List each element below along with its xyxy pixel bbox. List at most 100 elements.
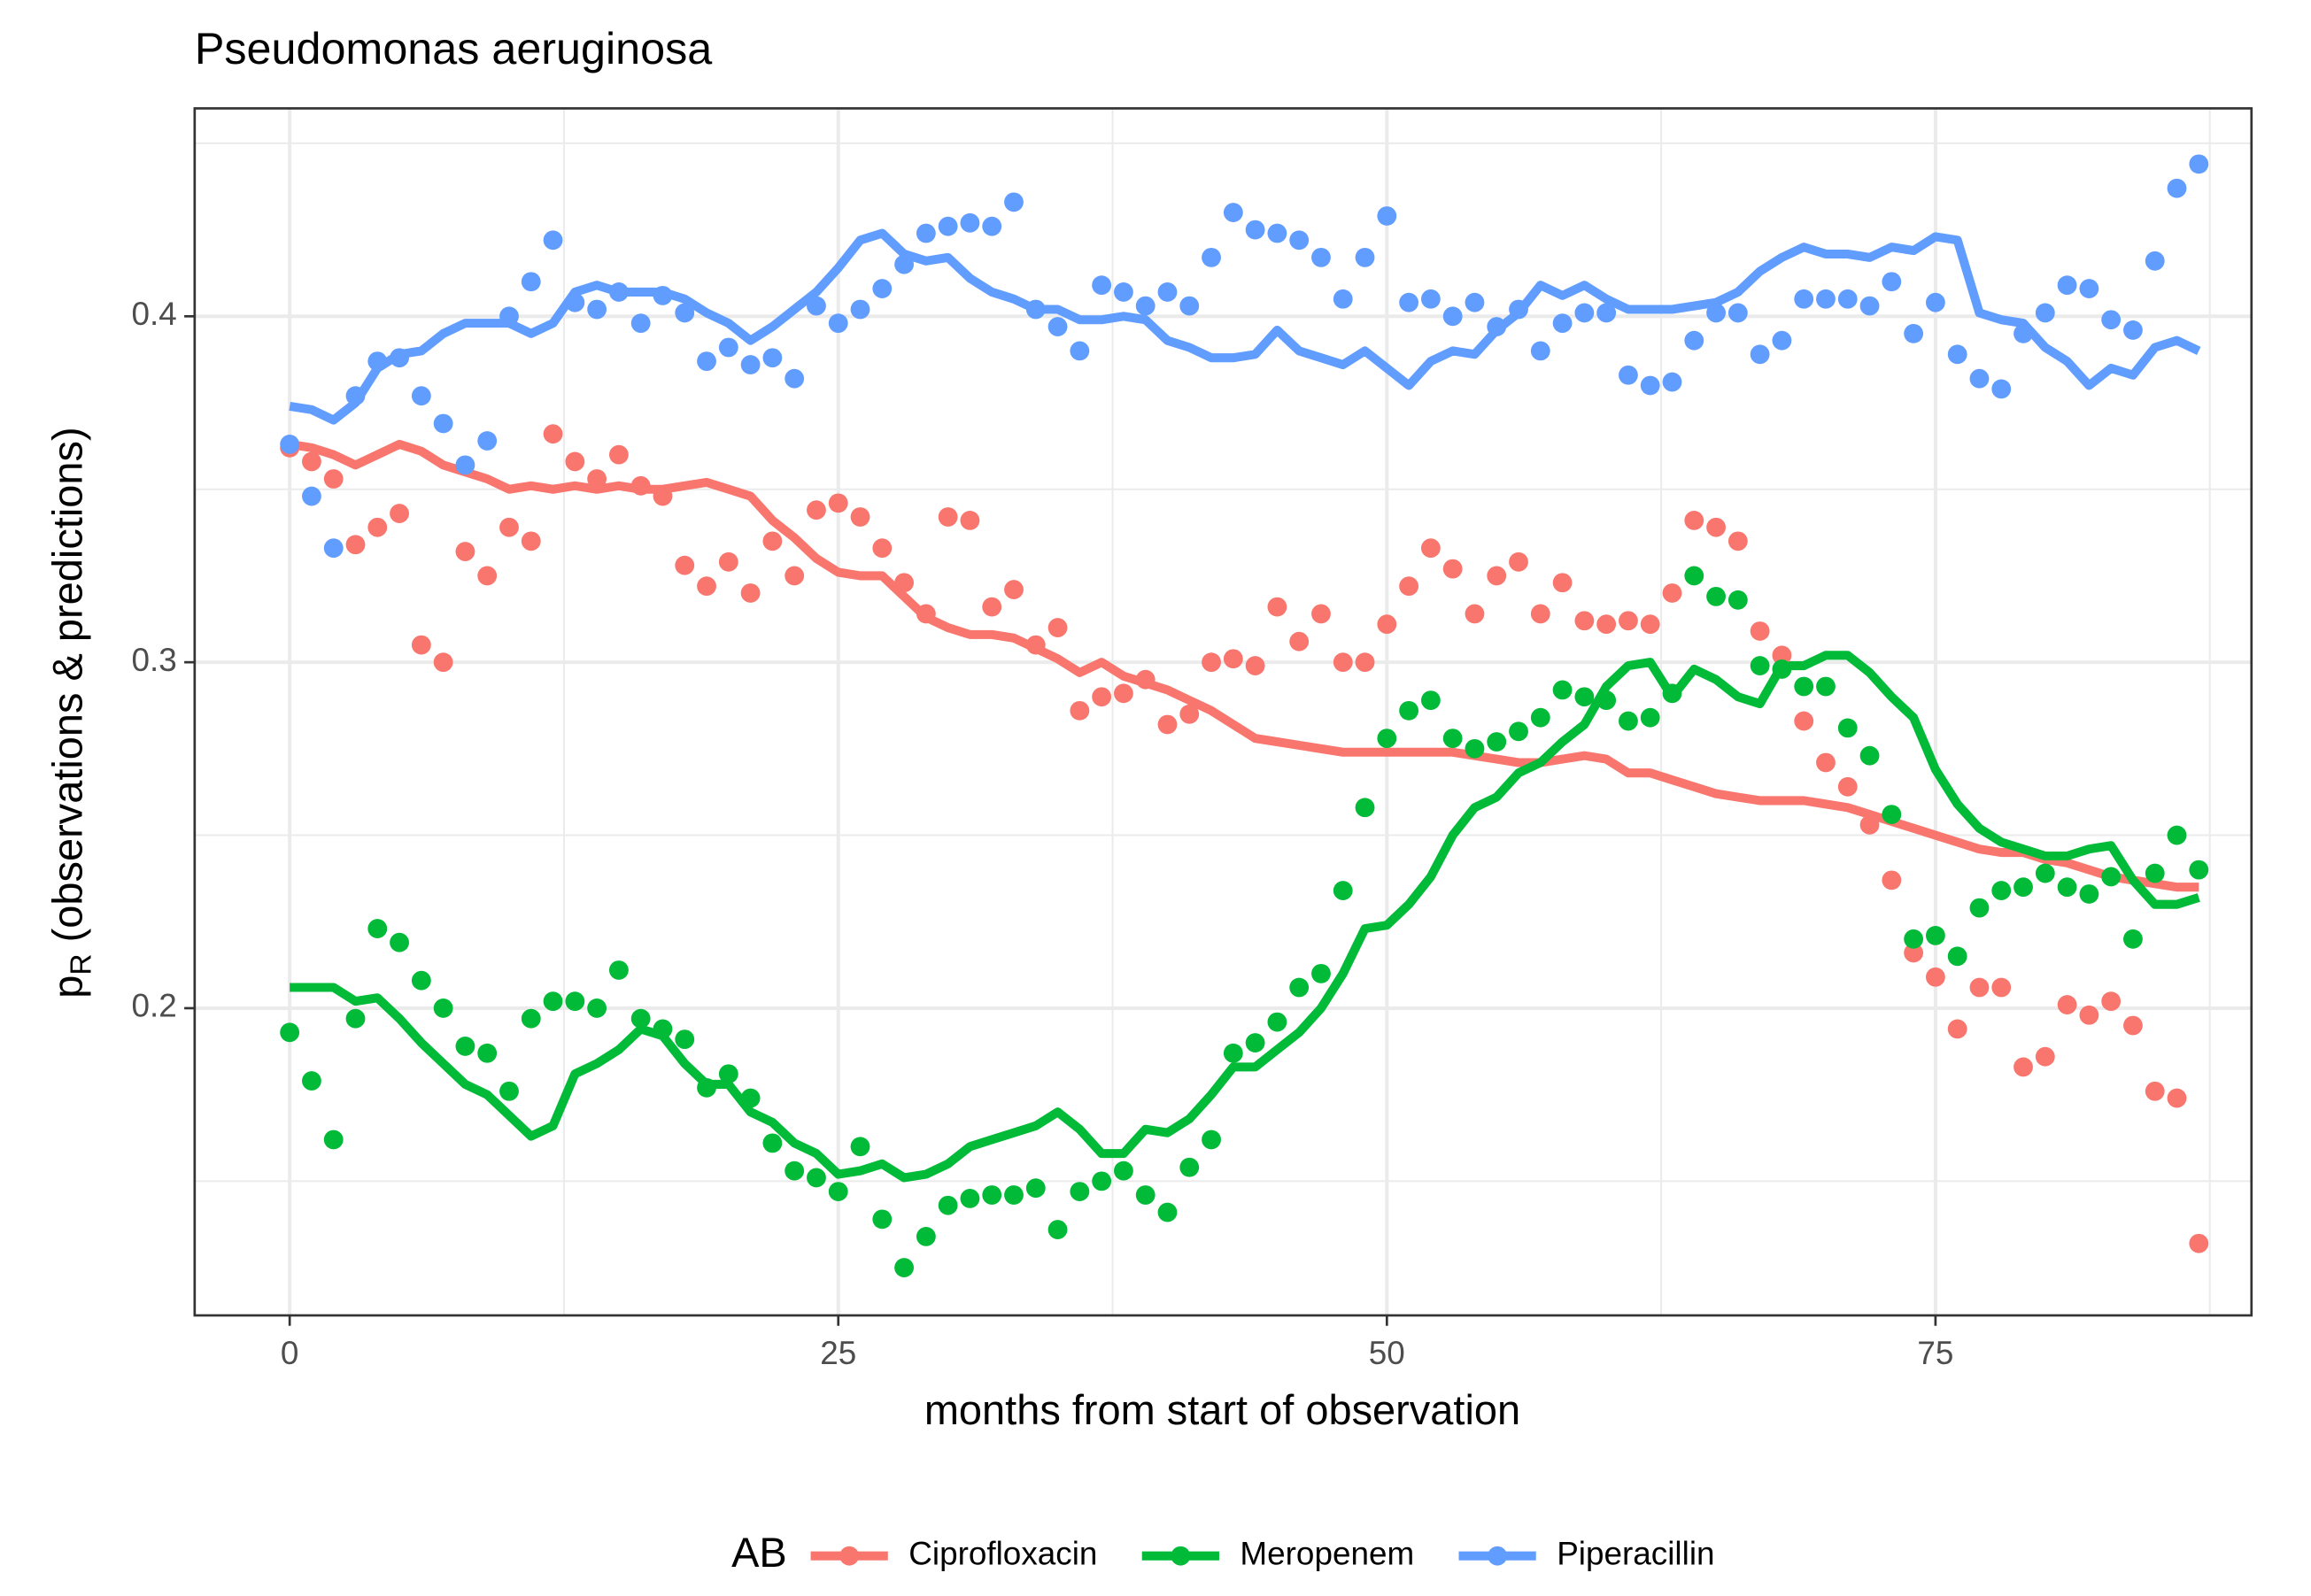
observation-point (697, 1077, 716, 1098)
observation-point (477, 566, 498, 586)
x-tick-label: 50 (1369, 1335, 1405, 1371)
observation-point (675, 555, 695, 575)
observation-point (740, 583, 761, 603)
observation-point (807, 1168, 826, 1188)
observation-point (1530, 341, 1550, 361)
observation-point (630, 313, 651, 334)
observation-point (1487, 566, 1507, 586)
prediction-line (289, 439, 2199, 892)
observation-point (1114, 683, 1133, 704)
panel-border (193, 107, 2253, 1317)
observation-point (1465, 738, 1485, 759)
y-axis-title-rest: (observations & predictions) (43, 427, 90, 953)
observation-point (1904, 943, 1924, 963)
observation-point (1706, 303, 1726, 323)
observation-point (1596, 690, 1617, 711)
legend-title: AB (731, 1529, 787, 1576)
observation-point (1202, 1130, 1221, 1150)
observation-point (807, 296, 826, 316)
observation-point (718, 1064, 738, 1084)
observation-point (1420, 289, 1441, 309)
observation-point (1640, 707, 1660, 728)
observation-point (718, 551, 738, 572)
observation-point (433, 998, 453, 1018)
observation-point (477, 1043, 498, 1063)
observation-point (1465, 292, 1485, 312)
observation-point (1552, 680, 1573, 700)
legend-key-point (1171, 1546, 1191, 1566)
observation-point (609, 960, 629, 980)
legend-item: Ciprofloxacin (810, 1535, 1097, 1571)
observation-point (1947, 344, 1967, 365)
y-tick-label: 0.3 (131, 642, 176, 678)
legend-label: Ciprofloxacin (908, 1535, 1097, 1571)
observation-point (1859, 745, 1880, 766)
legend-key-point (839, 1546, 860, 1566)
observation-point (1904, 929, 1924, 949)
observation-point (1530, 707, 1550, 728)
observation-point (499, 1081, 519, 1101)
legend-label: Piperacillin (1557, 1535, 1714, 1571)
observation-point (894, 254, 914, 274)
observation-point (433, 413, 453, 434)
observation-point (1202, 247, 1221, 267)
observation-point (1355, 652, 1375, 673)
observation-point (1509, 721, 1528, 742)
observation-point (390, 932, 409, 952)
observation-point (1727, 590, 1748, 610)
observation-point (1684, 511, 1704, 530)
observation-point (1135, 296, 1156, 316)
observation-point (543, 230, 563, 251)
observation-point (1750, 621, 1770, 641)
observation-point (675, 1029, 695, 1050)
observation-point (323, 538, 344, 559)
observation-point (1092, 687, 1112, 707)
observation-point (1574, 611, 1595, 631)
observation-point (499, 306, 519, 327)
observation-point (762, 348, 783, 368)
observation-point (697, 576, 716, 597)
observation-point (1816, 289, 1836, 309)
observation-point (1509, 299, 1528, 320)
observation-point (982, 1185, 1002, 1205)
observation-point (960, 212, 980, 233)
observation-point (1596, 614, 1617, 635)
observation-point (2145, 251, 2165, 271)
observation-point (1399, 576, 1419, 597)
observation-point (1135, 1185, 1156, 1205)
observation-point (894, 573, 914, 593)
observation-point (1377, 614, 1397, 635)
observation-point (565, 451, 585, 472)
observation-point (2057, 877, 2077, 898)
legend: AB Ciprofloxacin Meropenem Piperacillin (731, 1529, 1714, 1576)
y-axis-title-main: p (43, 975, 90, 998)
observation-point (1509, 551, 1528, 572)
observation-point (653, 1019, 673, 1039)
observation-point (1004, 1185, 1024, 1205)
observation-point (1794, 289, 1814, 309)
observation-point (1289, 631, 1310, 652)
observation-point (367, 919, 388, 938)
observation-point (521, 1008, 541, 1029)
observation-point (1047, 1220, 1068, 1239)
observation-point (1420, 538, 1441, 559)
observation-point (565, 292, 585, 312)
observation-point (2145, 1081, 2165, 1101)
observation-point (2145, 863, 2165, 883)
observation-point (1025, 299, 1046, 320)
observation-point (1070, 700, 1090, 721)
observation-point (2189, 1233, 2209, 1253)
observation-point (1135, 669, 1156, 690)
observation-point (1245, 220, 1265, 240)
observation-point (1619, 611, 1638, 631)
observation-point (1311, 247, 1331, 267)
observation-point (982, 216, 1002, 236)
observation-point (850, 1137, 870, 1157)
observation-point (587, 998, 607, 1018)
observation-point (543, 991, 563, 1012)
observation-point (1619, 365, 1638, 385)
observation-point (1267, 223, 1287, 243)
observation-point (982, 597, 1002, 617)
observation-point (1925, 292, 1945, 312)
observation-point (1487, 317, 1507, 336)
